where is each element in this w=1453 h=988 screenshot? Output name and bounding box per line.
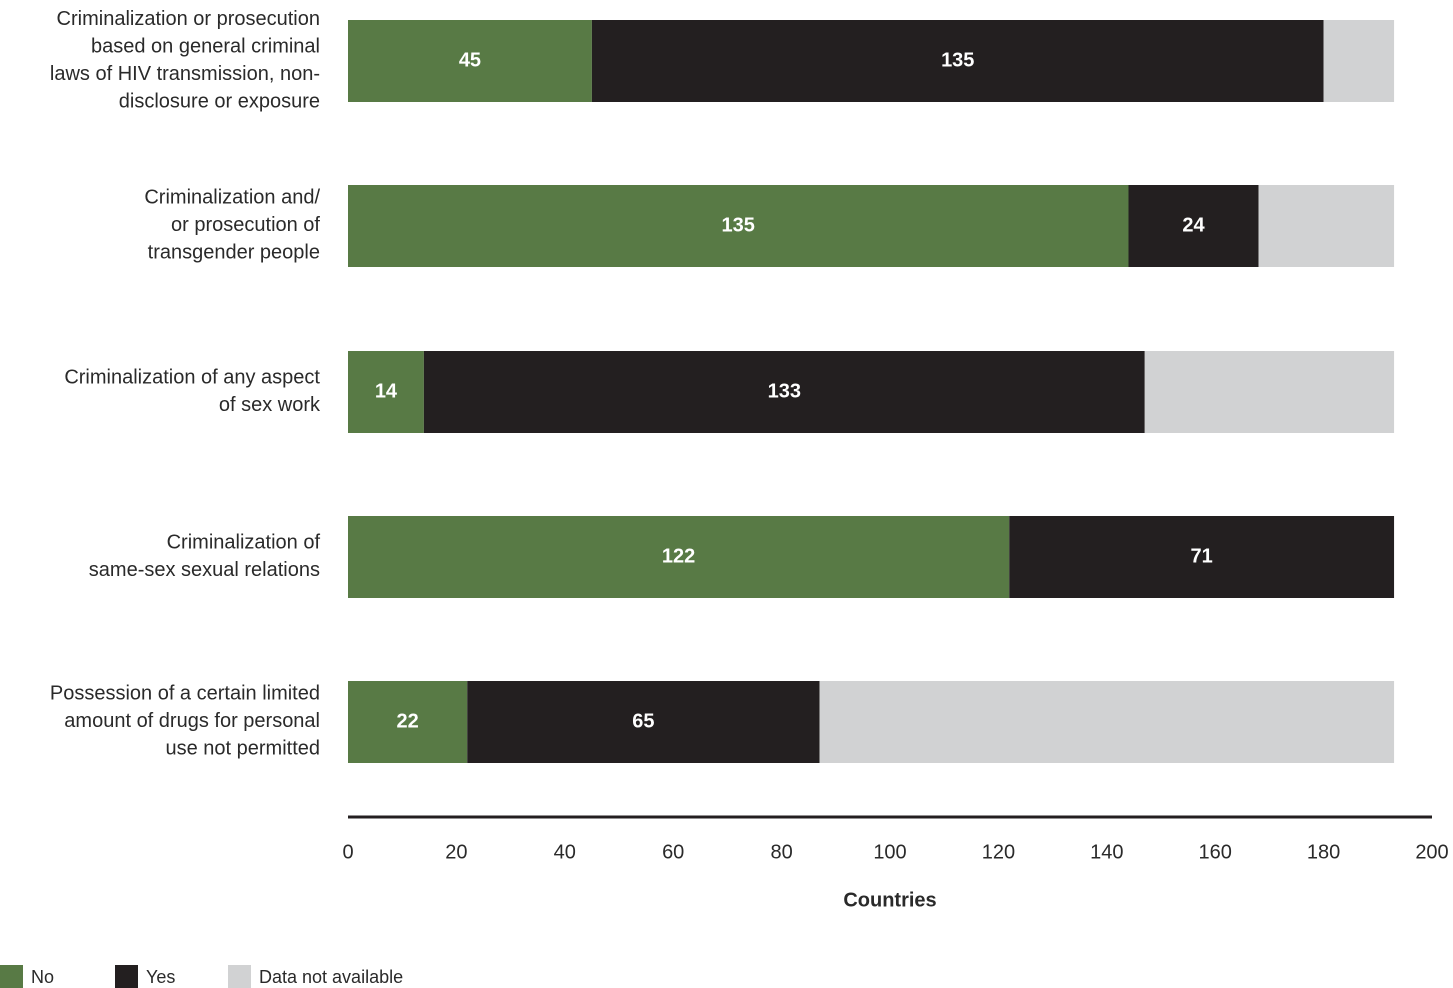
x-tick-label: 20 xyxy=(445,841,467,863)
bar-segment-yes xyxy=(467,681,820,763)
legend-label: Yes xyxy=(146,967,175,987)
category-label-line: laws of HIV transmission, non- xyxy=(50,63,320,85)
category-label: Criminalization and/or prosecution of tra… xyxy=(144,187,320,264)
legend-item-yes: Yes xyxy=(115,965,175,988)
category-label: Criminalization or prosecution based on g… xyxy=(50,8,320,113)
x-tick-label: 180 xyxy=(1307,841,1340,863)
bar-segment-yes xyxy=(423,351,1145,433)
category-label: Criminalization of same-sex sexual relati… xyxy=(89,532,321,582)
bar-value-label: 135 xyxy=(941,49,974,71)
bar-segment-no xyxy=(348,351,424,433)
x-tick-label: 100 xyxy=(873,841,906,863)
x-tick-label: 60 xyxy=(662,841,684,863)
category-label-line: Criminalization and/ xyxy=(144,187,320,209)
bar-value-label: 22 xyxy=(396,710,418,732)
category-label-line: based on general criminal xyxy=(91,36,320,58)
legend: No Yes Data not available xyxy=(0,965,403,988)
legend-item-no: No xyxy=(0,965,54,988)
category-label-line: disclosure or exposure xyxy=(119,91,320,113)
bar-segment-data-not-available xyxy=(1323,20,1395,102)
category-label-line: use not permitted xyxy=(165,738,320,760)
x-tick-label: 200 xyxy=(1415,841,1448,863)
bars: 45 135 135 24 14 133 122 71 22 65 xyxy=(348,20,1395,763)
bar-value-label: 71 xyxy=(1191,545,1213,567)
bar-segment-yes xyxy=(1128,185,1259,267)
category-label-line: or prosecution of xyxy=(171,214,320,236)
bar-value-label: 65 xyxy=(632,710,654,732)
legend-swatch xyxy=(0,965,23,988)
bar-segment-data-not-available xyxy=(819,681,1395,763)
category-label-line: Criminalization or prosecution xyxy=(57,8,320,30)
category-label-line: Possession of a certain limited xyxy=(50,683,320,705)
bar-segment-data-not-available xyxy=(1144,351,1395,433)
x-axis-title: Countries xyxy=(843,889,936,911)
bar-segment-yes xyxy=(591,20,1324,102)
bar-segment-yes xyxy=(1009,516,1395,598)
category-label: Criminalization of any aspect of sex work xyxy=(64,367,321,417)
x-tick-label: 80 xyxy=(770,841,792,863)
bar-value-label: 122 xyxy=(662,545,695,567)
x-tick-label: 120 xyxy=(982,841,1015,863)
category-label-line: transgender people xyxy=(148,242,320,264)
bar-segment-no xyxy=(348,516,1010,598)
category-labels: Criminalization or prosecution based on g… xyxy=(50,8,321,760)
legend-item-data-not-available: Data not available xyxy=(228,965,403,988)
category-label-line: same-sex sexual relations xyxy=(89,559,320,581)
bar-value-label: 45 xyxy=(459,49,481,71)
category-label-line: amount of drugs for personal xyxy=(64,710,320,732)
bar-value-label: 24 xyxy=(1182,214,1205,236)
bar-segment-data-not-available xyxy=(1258,185,1395,267)
bar-value-label: 133 xyxy=(768,380,801,402)
bar-segment-no xyxy=(348,185,1129,267)
bar-segment-no xyxy=(348,681,468,763)
x-tick-label: 0 xyxy=(342,841,353,863)
x-axis: 0 20 40 60 80 100 120 140 160 180 200 xyxy=(342,815,1449,863)
bar-value-label: 14 xyxy=(375,380,398,402)
legend-swatch xyxy=(115,965,138,988)
category-label: Possession of a certain limited amount of… xyxy=(50,683,320,760)
category-label-line: Criminalization of any aspect xyxy=(64,367,320,389)
x-tick-label: 140 xyxy=(1090,841,1123,863)
legend-label: No xyxy=(31,967,54,987)
x-tick-label: 40 xyxy=(554,841,576,863)
legend-label: Data not available xyxy=(259,967,403,987)
bar-segment-no xyxy=(348,20,592,102)
bar-value-label: 135 xyxy=(722,214,755,236)
x-tick-label: 160 xyxy=(1199,841,1232,863)
category-label-line: Criminalization of xyxy=(167,532,321,554)
category-label-line: of sex work xyxy=(219,394,321,416)
legend-swatch xyxy=(228,965,251,988)
